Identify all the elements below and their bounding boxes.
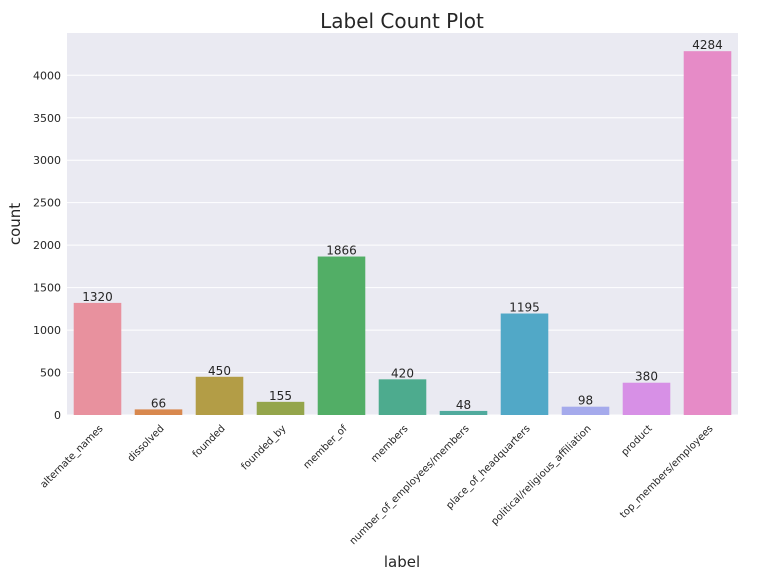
x-axis-ticks: alternate_names dissolved founded founded_b… (38, 423, 715, 547)
bar-members (378, 379, 427, 415)
bar-value-label: 4284 (692, 38, 723, 52)
y-axis-ticks: 0 500 1000 1500 2000 2500 3000 3500 4000 (33, 69, 61, 422)
x-tick-label: member_of (302, 423, 350, 471)
y-tick-label: 0 (54, 409, 61, 422)
y-tick-label: 1500 (33, 282, 61, 295)
bar-dissolved (134, 409, 183, 415)
bar-value-label: 48 (456, 398, 471, 412)
x-tick-label: political/religious_affiliation (489, 423, 593, 527)
y-tick-label: 1000 (33, 324, 61, 337)
x-tick-label: founded (191, 423, 228, 460)
bar-top_members/employees (683, 51, 732, 415)
bar-value-label: 1195 (509, 301, 540, 315)
bar-value-label: 1320 (82, 290, 113, 304)
y-axis-label: count (6, 203, 24, 245)
y-tick-label: 4000 (33, 69, 61, 82)
x-tick-label: alternate_names (38, 423, 105, 490)
bar-value-label: 1866 (326, 244, 357, 258)
x-tick-label: product (620, 423, 655, 458)
bar-product (622, 382, 671, 415)
y-tick-label: 2500 (33, 197, 61, 210)
bar-member_of (317, 256, 366, 415)
bar-place_of_headquarters (500, 313, 549, 415)
y-tick-label: 2000 (33, 239, 61, 252)
x-axis-label: label (384, 553, 420, 571)
bar-founded_by (256, 401, 305, 415)
bar-value-labels: 1320 66 450 155 1866 420 48 1195 98 380 4284 (82, 38, 723, 412)
x-tick-label: number_of_employees/members (348, 423, 472, 547)
bars (73, 51, 732, 415)
chart-title: Label Count Plot (320, 9, 484, 33)
x-tick-label: dissolved (126, 423, 167, 464)
bar-value-label: 420 (391, 366, 414, 380)
bar-value-label: 450 (208, 364, 231, 378)
y-tick-label: 3000 (33, 154, 61, 167)
x-tick-label: members (369, 423, 410, 464)
bar-number_of_employees/members (439, 410, 488, 415)
bar-value-label: 66 (151, 396, 166, 410)
bar-value-label: 98 (578, 394, 593, 408)
bar-political/religious_affiliation (561, 406, 610, 415)
bar-value-label: 155 (269, 389, 292, 403)
plot-area (67, 33, 738, 415)
bar-founded (195, 376, 244, 415)
y-tick-label: 500 (40, 367, 61, 380)
bar-alternate_names (73, 302, 122, 415)
x-tick-label: founded_by (240, 423, 289, 472)
bar-value-label: 380 (635, 370, 658, 384)
gridlines (67, 74, 738, 416)
y-tick-label: 3500 (33, 112, 61, 125)
